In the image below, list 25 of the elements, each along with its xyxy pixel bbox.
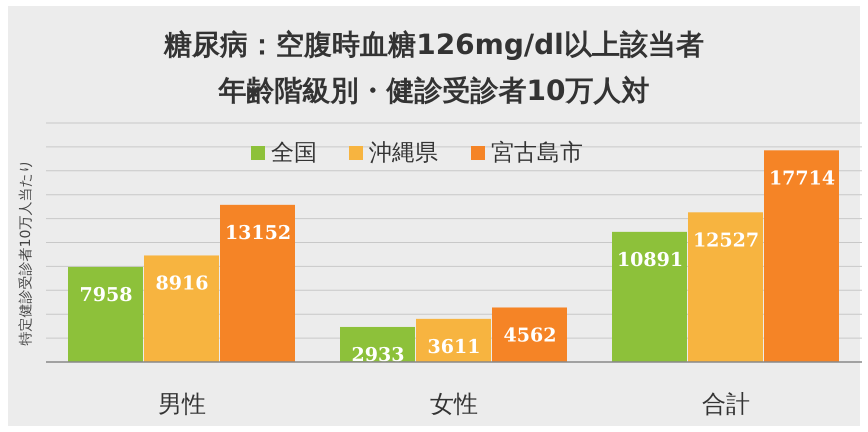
bar — [612, 232, 687, 362]
x-tick-label: 男性 — [158, 390, 206, 418]
data-label: 17714 — [768, 167, 836, 190]
bar — [688, 212, 763, 362]
data-label: 10891 — [616, 248, 684, 271]
data-label: 3611 — [428, 336, 480, 358]
chart-title: 糖尿病：空腹時血糖126mg/dl以上該当者 — [163, 28, 704, 61]
legend-label: 全国 — [271, 140, 317, 166]
legend-label: 沖縄県 — [369, 140, 438, 166]
data-label: 8916 — [156, 272, 208, 294]
bar — [144, 255, 219, 362]
x-tick-label: 女性 — [430, 390, 478, 418]
data-label: 7958 — [80, 284, 132, 306]
data-label: 2933 — [352, 344, 404, 366]
bar — [220, 204, 295, 362]
bar — [764, 150, 839, 362]
data-label: 13152 — [224, 222, 292, 244]
chart-subtitle: 年齢階級別・健診受診者10万人対 — [218, 74, 650, 107]
bar — [492, 307, 567, 362]
x-tick-label: 合計 — [702, 390, 750, 418]
bar — [68, 266, 143, 362]
legend-label: 宮古島市 — [491, 140, 583, 166]
data-label: 4562 — [504, 324, 556, 346]
data-label: 12527 — [692, 229, 760, 252]
y-axis-title: 特定健診受診者10万人当たり — [18, 160, 34, 346]
